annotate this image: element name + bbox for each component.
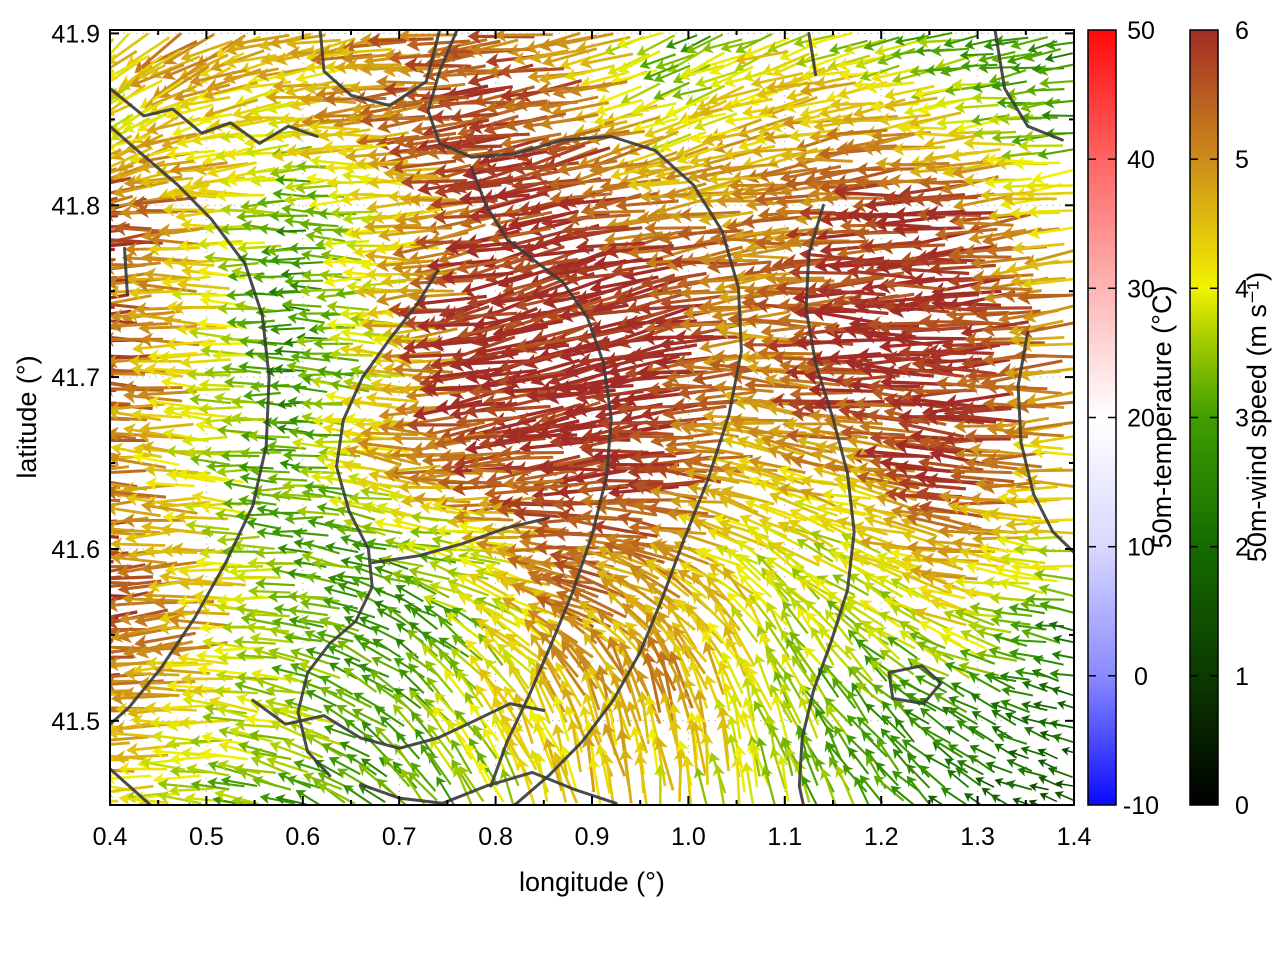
colorbar-tick-label: 50: [1127, 17, 1155, 45]
colorbar-tick-label: 0: [1235, 792, 1249, 820]
x-tick-label: 0.6: [285, 823, 320, 851]
axis-ticks: [109, 30, 1075, 805]
colorbar-tick-label: 6: [1235, 17, 1249, 45]
y-axis-title: latitude (°): [12, 355, 42, 478]
x-tick-label: 1.0: [671, 823, 706, 851]
colorbar-tick-label: 40: [1127, 146, 1155, 174]
colorbar-tick-label: 4: [1235, 275, 1249, 303]
wind-speed-colorbar-ticks: [1190, 158, 1218, 677]
x-tick-label: 0.5: [189, 823, 224, 851]
terrain-contour-lines: [110, 30, 1074, 805]
x-tick-label: 0.9: [575, 823, 610, 851]
colorbar-tick-label: 3: [1235, 405, 1249, 433]
colorbar-tick-label: 1: [1235, 663, 1249, 691]
x-axis-title: longitude (°): [519, 867, 665, 897]
axis-tick-labels: 0.4 0.5 0.6 0.7 0.8 0.9 1.0 1.1 1.2 1.3 1.4 41.5 41.…: [51, 20, 1091, 851]
temperature-colorbar-labels: 50 40 30 20 10 0 -10: [1123, 17, 1159, 820]
y-tick-label: 41.9: [51, 20, 100, 48]
wind-speed-colorbar-title: 50m-wind speed (m s⁻¹): [1242, 272, 1272, 562]
y-tick-label: 41.7: [51, 364, 100, 392]
x-tick-label: 0.8: [478, 823, 513, 851]
colorbar-tick-label: -10: [1123, 792, 1159, 820]
y-tick-label: 41.6: [51, 536, 100, 564]
y-tick-label: 41.8: [51, 192, 100, 220]
temperature-colorbar-ticks: [1088, 158, 1116, 677]
x-tick-label: 1.4: [1057, 823, 1092, 851]
x-tick-label: 1.1: [767, 823, 802, 851]
y-tick-label: 41.5: [51, 708, 100, 736]
wind-speed-colorbar-labels: 6 5 4 3 2 1 0: [1235, 17, 1249, 820]
colorbar-tick-label: 10: [1127, 534, 1155, 562]
x-tick-label: 0.4: [93, 823, 128, 851]
colorbar-tick-label: 5: [1235, 146, 1249, 174]
colorbar-tick-label: 30: [1127, 275, 1155, 303]
colorbar-tick-label: 2: [1235, 534, 1249, 562]
colorbar-tick-label: 20: [1127, 405, 1155, 433]
colorbar-tick-label: 0: [1134, 663, 1148, 691]
x-tick-label: 0.7: [382, 823, 417, 851]
temperature-colorbar-title: 50m-temperature (°C): [1147, 286, 1177, 549]
x-tick-label: 1.3: [960, 823, 995, 851]
x-tick-label: 1.2: [864, 823, 899, 851]
